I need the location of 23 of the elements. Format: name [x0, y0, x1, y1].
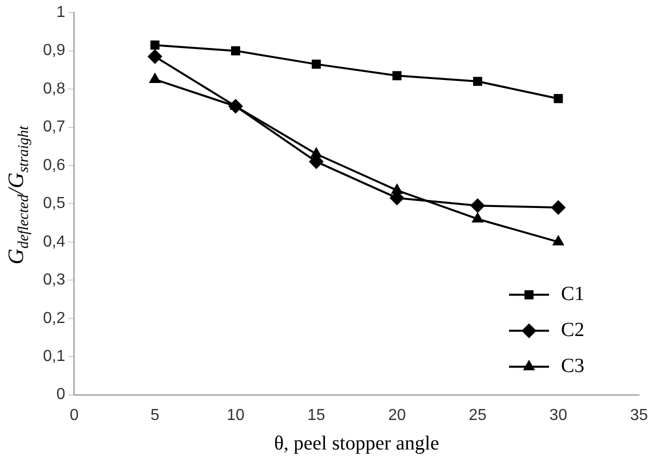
- x-tick-label: 20: [388, 406, 406, 424]
- y-tick-label: 0,6: [42, 156, 66, 174]
- y-tick-label: 0,9: [42, 42, 66, 60]
- legend-label: C2: [561, 319, 584, 342]
- x-tick-label: 35: [630, 406, 648, 424]
- x-tick-label: 10: [226, 406, 245, 424]
- y-tick-label: 0: [56, 386, 66, 404]
- x-axis-title: θ, peel stopper angle: [274, 432, 440, 454]
- y-tick-label: 0,3: [42, 272, 66, 289]
- y-tick-label: 0,2: [42, 310, 66, 327]
- legend-label: C1: [561, 283, 584, 306]
- legend-label: C3: [561, 355, 584, 378]
- x-tick-label: 5: [150, 406, 160, 424]
- y-tick-label: 0,1: [42, 348, 66, 365]
- x-tick-label: 15: [307, 406, 326, 424]
- x-tick-label: 30: [549, 406, 568, 424]
- y-tick-label: 1: [56, 4, 66, 22]
- x-tick-label: 25: [468, 406, 487, 424]
- y-tick-label: 0,7: [42, 118, 66, 136]
- y-tick-label: 0,8: [42, 80, 66, 98]
- x-tick-label: 0: [70, 406, 79, 424]
- y-tick-label: 0,4: [42, 233, 66, 250]
- y-tick-label: 0,5: [42, 195, 66, 212]
